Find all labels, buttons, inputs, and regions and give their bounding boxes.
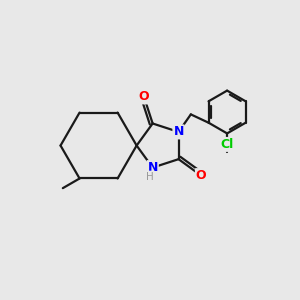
Text: O: O (139, 90, 149, 104)
Text: H: H (146, 172, 153, 182)
Text: O: O (196, 169, 206, 182)
Text: Cl: Cl (220, 138, 234, 151)
Text: N: N (173, 125, 184, 138)
Text: N: N (148, 161, 158, 174)
